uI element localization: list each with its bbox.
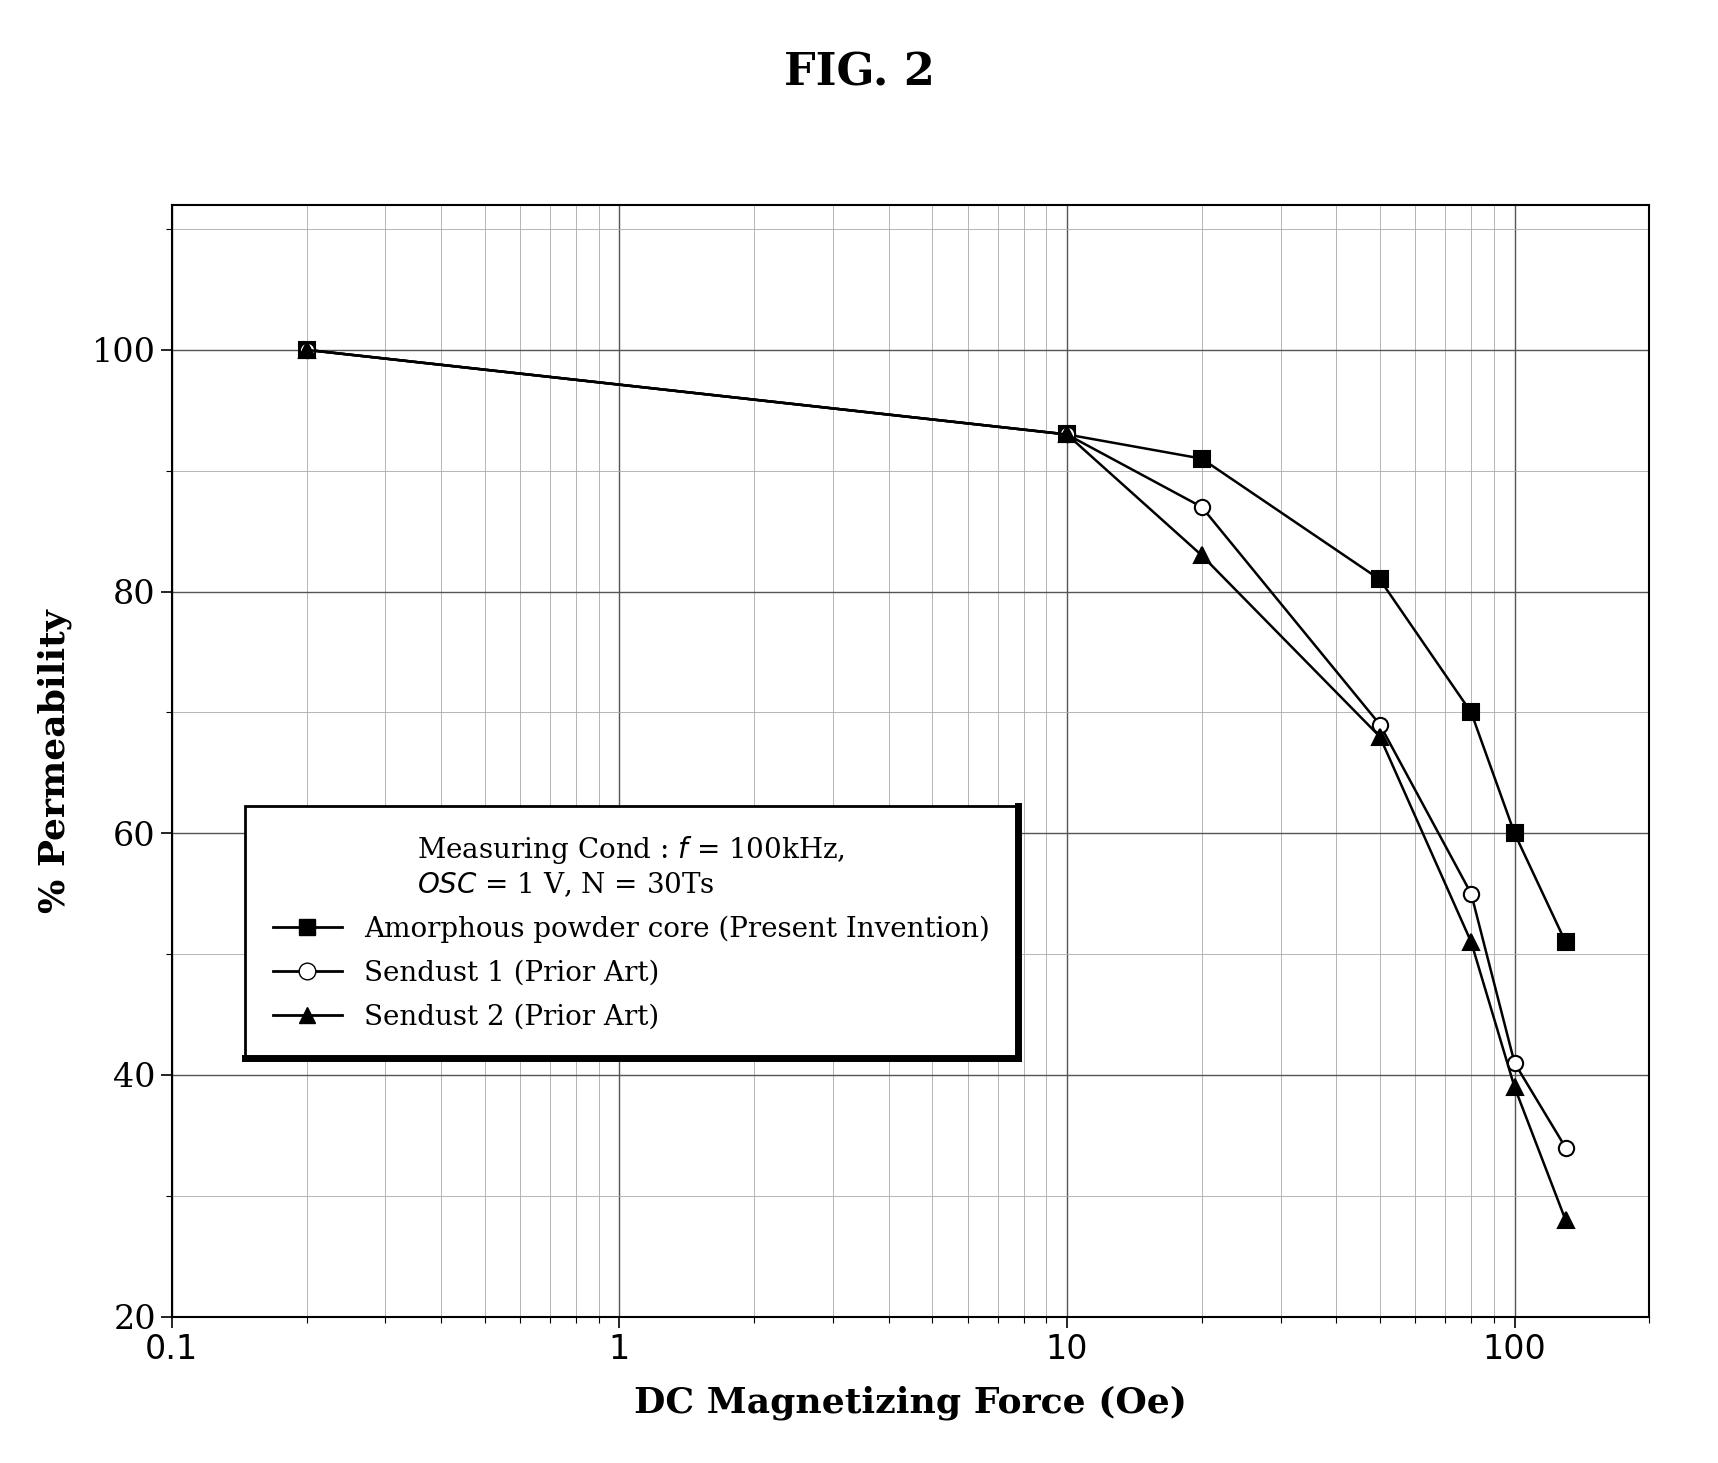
Legend: Amorphous powder core (Present Invention), Sendust 1 (Prior Art), Sendust 2 (Pri: Amorphous powder core (Present Invention… xyxy=(244,806,1017,1058)
Line: Amorphous powder core (Present Invention): Amorphous powder core (Present Invention… xyxy=(299,342,1574,949)
Sendust 2 (Prior Art) xyxy=(1191,547,1211,565)
Amorphous powder core (Present Invention) xyxy=(1460,704,1481,721)
Sendust 1 (Prior Art) xyxy=(1505,1055,1526,1072)
Sendust 1 (Prior Art) xyxy=(1555,1138,1575,1156)
Line: Sendust 2 (Prior Art): Sendust 2 (Prior Art) xyxy=(299,342,1574,1227)
Y-axis label: % Permeability: % Permeability xyxy=(38,609,72,913)
X-axis label: DC Magnetizing Force (Oe): DC Magnetizing Force (Oe) xyxy=(634,1385,1187,1419)
Amorphous powder core (Present Invention) xyxy=(1057,426,1077,443)
Sendust 1 (Prior Art) xyxy=(1369,715,1390,733)
Sendust 2 (Prior Art) xyxy=(1505,1078,1526,1096)
Amorphous powder core (Present Invention) xyxy=(1369,571,1390,588)
Text: FIG. 2: FIG. 2 xyxy=(783,51,935,94)
Sendust 2 (Prior Art) xyxy=(295,341,316,358)
Amorphous powder core (Present Invention) xyxy=(1191,449,1211,467)
Sendust 1 (Prior Art) xyxy=(1057,426,1077,443)
Sendust 1 (Prior Art) xyxy=(1460,885,1481,903)
Sendust 2 (Prior Art) xyxy=(1369,727,1390,745)
Sendust 2 (Prior Art) xyxy=(1555,1211,1575,1229)
Sendust 1 (Prior Art) xyxy=(295,341,316,358)
Amorphous powder core (Present Invention) xyxy=(1505,825,1526,843)
Amorphous powder core (Present Invention) xyxy=(295,341,316,358)
Line: Sendust 1 (Prior Art): Sendust 1 (Prior Art) xyxy=(299,342,1574,1156)
Sendust 1 (Prior Art) xyxy=(1191,499,1211,516)
Sendust 2 (Prior Art) xyxy=(1460,933,1481,951)
Sendust 2 (Prior Art) xyxy=(1057,426,1077,443)
Amorphous powder core (Present Invention) xyxy=(1555,933,1575,951)
